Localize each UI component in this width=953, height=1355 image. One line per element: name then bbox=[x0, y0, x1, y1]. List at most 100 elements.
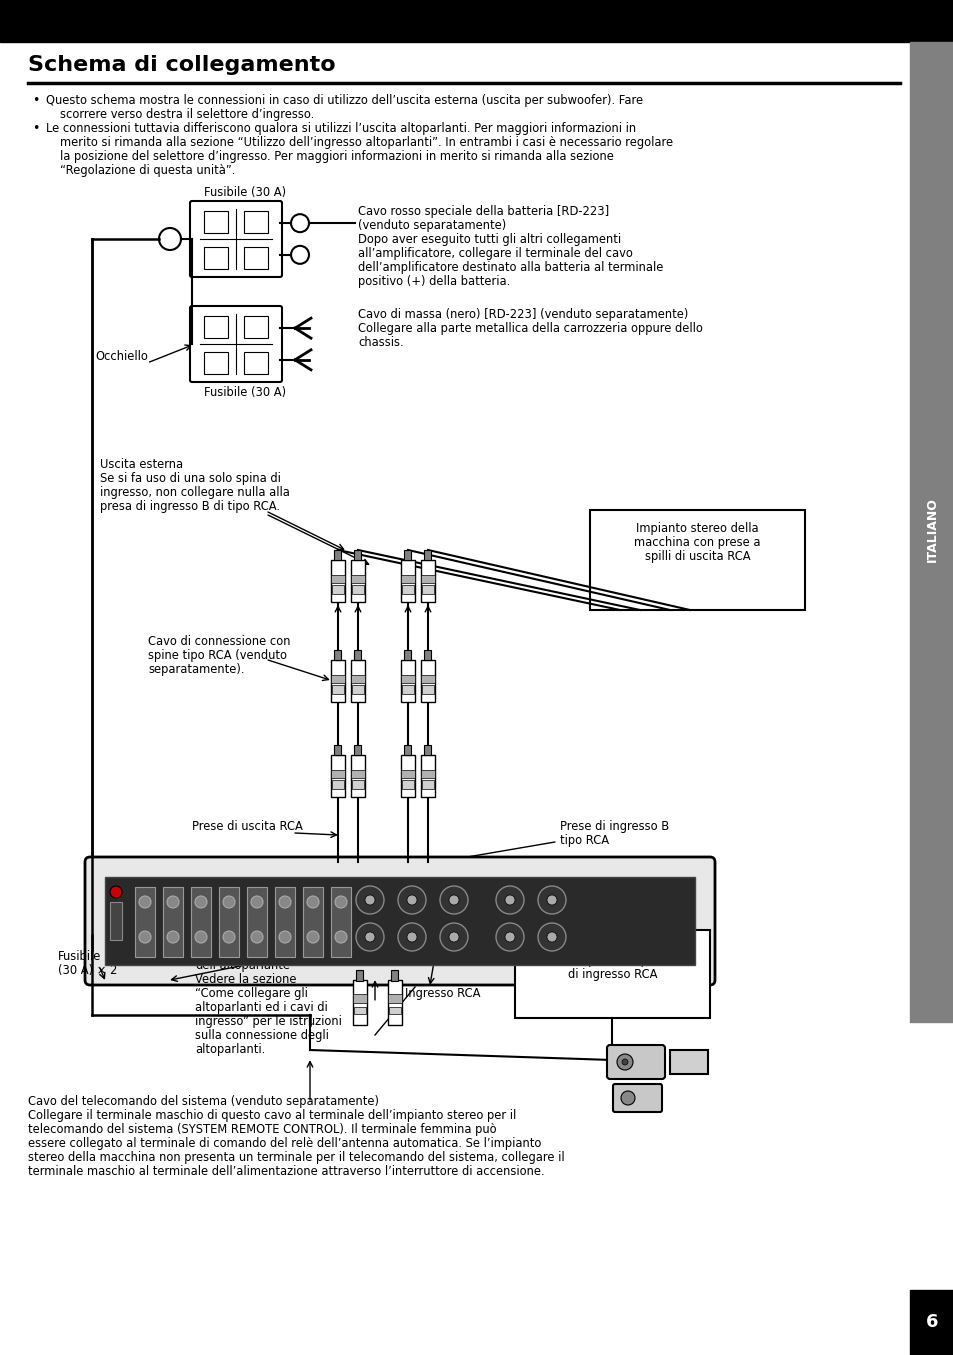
Text: Collegare alla parte metallica della carrozzeria oppure dello: Collegare alla parte metallica della car… bbox=[357, 322, 702, 335]
Text: 6: 6 bbox=[924, 1313, 937, 1331]
Text: Occhiello: Occhiello bbox=[95, 350, 149, 363]
Bar bbox=[589, 509, 804, 610]
Bar bbox=[163, 888, 183, 957]
Text: merito si rimanda alla sezione “Utilizzo dell’ingresso altoparlanti”. In entramb: merito si rimanda alla sezione “Utilizzo… bbox=[60, 136, 673, 149]
Bar bbox=[420, 560, 435, 602]
Bar bbox=[244, 247, 268, 270]
Text: (venduto separatamente): (venduto separatamente) bbox=[357, 220, 506, 232]
Bar bbox=[244, 211, 268, 233]
Text: presa di ingresso B di tipo RCA.: presa di ingresso B di tipo RCA. bbox=[100, 500, 280, 514]
Circle shape bbox=[223, 896, 234, 908]
Text: la posizione del selettore d’ingresso. Per maggiori informazioni in merito si ri: la posizione del selettore d’ingresso. P… bbox=[60, 150, 613, 163]
Bar bbox=[331, 675, 345, 683]
Circle shape bbox=[449, 932, 458, 942]
Text: Impianto stereo della: Impianto stereo della bbox=[636, 522, 758, 535]
Bar bbox=[424, 745, 431, 755]
Circle shape bbox=[355, 886, 384, 915]
Bar bbox=[303, 888, 323, 957]
Circle shape bbox=[439, 886, 468, 915]
Bar bbox=[331, 575, 345, 583]
Bar bbox=[391, 970, 398, 981]
Bar bbox=[404, 745, 411, 755]
Bar bbox=[389, 1007, 400, 1014]
Text: Prese di uscita RCA: Prese di uscita RCA bbox=[192, 820, 302, 833]
Text: Prese di ingresso A tipo RCA: Prese di ingresso A tipo RCA bbox=[439, 920, 601, 934]
Bar bbox=[669, 1050, 707, 1075]
Text: •: • bbox=[32, 122, 39, 136]
Text: terminale maschio al terminale dell’alimentazione attraverso l’interruttore di a: terminale maschio al terminale dell’alim… bbox=[28, 1165, 544, 1177]
Circle shape bbox=[365, 932, 375, 942]
Text: Ingresso RCA: Ingresso RCA bbox=[405, 986, 480, 1000]
Text: Cavo del telecomando del sistema (venduto separatamente): Cavo del telecomando del sistema (vendut… bbox=[28, 1095, 378, 1108]
Bar bbox=[404, 550, 411, 560]
Circle shape bbox=[278, 931, 291, 943]
Bar bbox=[400, 770, 415, 778]
Circle shape bbox=[621, 1060, 627, 1065]
Text: separatamente).: separatamente). bbox=[148, 663, 244, 676]
Text: stereo della macchina non presenta un terminale per il telecomando del sistema, : stereo della macchina non presenta un te… bbox=[28, 1150, 564, 1164]
Bar bbox=[204, 352, 228, 374]
Circle shape bbox=[278, 896, 291, 908]
Bar bbox=[332, 780, 344, 789]
Bar bbox=[421, 780, 434, 789]
Circle shape bbox=[620, 1091, 635, 1104]
Circle shape bbox=[335, 896, 347, 908]
Text: ITALIANO: ITALIANO bbox=[924, 497, 938, 562]
Text: Cavo di connessione con: Cavo di connessione con bbox=[148, 635, 291, 648]
Circle shape bbox=[110, 886, 122, 898]
Bar bbox=[351, 660, 365, 702]
Bar bbox=[400, 660, 415, 702]
Circle shape bbox=[355, 923, 384, 951]
Bar bbox=[335, 650, 341, 660]
Circle shape bbox=[537, 923, 565, 951]
Text: spilli di uscita RCA: spilli di uscita RCA bbox=[644, 550, 749, 562]
Circle shape bbox=[449, 896, 458, 905]
Circle shape bbox=[139, 931, 151, 943]
Text: macchina con prese a: macchina con prese a bbox=[634, 537, 760, 549]
Circle shape bbox=[617, 1054, 633, 1070]
Circle shape bbox=[546, 896, 557, 905]
Circle shape bbox=[407, 932, 416, 942]
Bar bbox=[332, 686, 344, 694]
Text: Uscita esterna: Uscita esterna bbox=[100, 458, 183, 472]
Bar bbox=[105, 877, 695, 965]
FancyBboxPatch shape bbox=[606, 1045, 664, 1079]
Text: essere collegato al terminale di comando del relè dell’antenna automatica. Se l’: essere collegato al terminale di comando… bbox=[28, 1137, 540, 1150]
Text: Cavo di massa (nero) [RD-223] (venduto separatamente): Cavo di massa (nero) [RD-223] (venduto s… bbox=[357, 308, 688, 321]
FancyBboxPatch shape bbox=[190, 201, 282, 276]
Circle shape bbox=[223, 931, 234, 943]
Bar bbox=[331, 755, 345, 797]
Bar bbox=[354, 1007, 366, 1014]
Text: altoparlanti ed i cavi di: altoparlanti ed i cavi di bbox=[194, 1001, 328, 1014]
Bar bbox=[331, 660, 345, 702]
Circle shape bbox=[546, 932, 557, 942]
Text: all’amplificatore, collegare il terminale del cavo: all’amplificatore, collegare il terminal… bbox=[357, 247, 632, 260]
Bar bbox=[351, 575, 365, 583]
Circle shape bbox=[496, 923, 523, 951]
Circle shape bbox=[307, 896, 318, 908]
Bar bbox=[191, 888, 211, 957]
Circle shape bbox=[365, 896, 375, 905]
Bar bbox=[274, 888, 294, 957]
Circle shape bbox=[439, 923, 468, 951]
Bar bbox=[401, 780, 414, 789]
Bar bbox=[335, 550, 341, 560]
Text: Terminale di uscita: Terminale di uscita bbox=[194, 944, 303, 958]
Bar bbox=[244, 352, 268, 374]
Text: chassis.: chassis. bbox=[357, 336, 403, 350]
Text: dell’amplificatore destinato alla batteria al terminale: dell’amplificatore destinato alla batter… bbox=[357, 262, 662, 274]
Bar bbox=[331, 560, 345, 602]
Text: con prese a spilli: con prese a spilli bbox=[563, 954, 660, 967]
Bar bbox=[247, 888, 267, 957]
Bar bbox=[355, 550, 361, 560]
Text: scorrere verso destra il selettore d’ingresso.: scorrere verso destra il selettore d’ing… bbox=[60, 108, 314, 121]
Text: Le connessioni tuttavia differiscono qualora si utilizzi l’uscita altoparlanti. : Le connessioni tuttavia differiscono qua… bbox=[46, 122, 636, 136]
FancyBboxPatch shape bbox=[613, 1084, 661, 1112]
Bar bbox=[352, 780, 364, 789]
Bar bbox=[400, 575, 415, 583]
Circle shape bbox=[167, 896, 179, 908]
Bar bbox=[420, 770, 435, 778]
Bar bbox=[204, 247, 228, 270]
Circle shape bbox=[194, 896, 207, 908]
Text: sulla connessione degli: sulla connessione degli bbox=[194, 1028, 329, 1042]
